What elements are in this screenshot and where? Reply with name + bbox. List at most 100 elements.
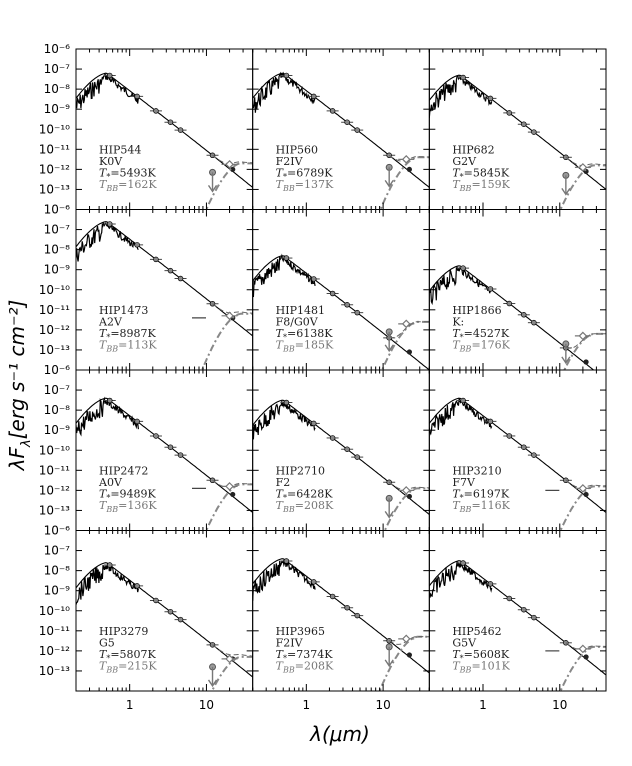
x-tick-label: 1 [479, 698, 487, 712]
stellar-temperature: T*=5807K [99, 648, 157, 663]
panel-curves [76, 221, 253, 370]
excess-point [225, 311, 234, 321]
spectral-type: G5V [452, 637, 477, 650]
y-tick-label: 10⁻⁶ [44, 42, 71, 56]
total-model-line [212, 303, 253, 314]
photometry-point [134, 583, 140, 589]
star-name: HIP5462 [452, 625, 501, 638]
photometry-point [134, 418, 140, 425]
y-tick-label: 10⁻⁶ [44, 363, 71, 377]
photometry-point [283, 72, 290, 79]
x-tick-label: 1 [303, 698, 311, 712]
x-tick-label: 10 [199, 698, 214, 712]
excess-point [578, 644, 588, 654]
y-tick-label: 10⁻⁹ [44, 423, 71, 437]
photometry-point [583, 654, 589, 660]
y-axis-tick-labels: 10⁻⁶ 10⁻⁷ 10⁻⁸ 10⁻⁹ 10⁻¹⁰ 10⁻¹¹ 10⁻¹² 10⁻¹³ 10⁻⁷… [39, 42, 70, 678]
photometry-point [177, 616, 184, 623]
spectral-type: F2 [276, 476, 291, 489]
disk-temperature: TBB=113K [99, 339, 157, 354]
y-tick-label: 10⁻¹¹ [39, 303, 70, 317]
disk-blackbody-line [559, 645, 606, 691]
y-tick-label: 10⁻⁷ [44, 62, 71, 76]
photometry-point [329, 108, 336, 114]
x-tick-label: 1 [126, 698, 134, 712]
disk-temperature: TBB=101K [452, 660, 510, 675]
panel-curves [252, 558, 430, 691]
y-tick-label: 10⁻⁸ [44, 243, 71, 257]
photometry-point [506, 110, 513, 116]
photometry-point [177, 127, 184, 133]
panel-curves [252, 399, 430, 531]
spectral-type: A2V [98, 316, 123, 329]
panel-curves [429, 560, 607, 691]
y-tick-label: 10⁻¹³ [39, 664, 70, 678]
photometry-point [329, 290, 336, 297]
photometry-point [106, 72, 113, 79]
synthetic-spectrum [76, 396, 139, 437]
panel-curves [429, 397, 607, 531]
synthetic-spectrum [252, 253, 316, 298]
upper-limit-arrowhead [384, 179, 394, 188]
stellar-model-line [429, 74, 607, 190]
panel-curves [429, 74, 607, 210]
disk-temperature: TBB=162K [99, 178, 157, 193]
photometry-point [177, 275, 184, 282]
y-tick-label: 10⁻⁸ [44, 564, 71, 578]
photometry-point [521, 444, 527, 450]
photometry-point [311, 420, 317, 427]
synthetic-spectrum [252, 71, 316, 113]
upper-limit-arrowhead [384, 511, 394, 519]
star-name: HIP3279 [99, 625, 148, 638]
photometry-point [167, 119, 174, 125]
spectral-type: K0V [99, 155, 123, 168]
synthetic-spectrum [429, 398, 493, 436]
star-name: HIP2710 [276, 465, 325, 478]
excess-point [401, 154, 411, 164]
stellar-model-line [76, 562, 253, 678]
y-tick-label: 10⁻⁹ [44, 263, 71, 277]
disk-blackbody-line [211, 655, 253, 690]
disk-temperature: TBB=208K [276, 660, 334, 675]
stellar-temperature: T*=8987K [99, 327, 157, 342]
photometry-point [344, 446, 350, 452]
stellar-temperature: T*=6789K [276, 167, 334, 182]
excess-point [578, 484, 588, 493]
disk-temperature: TBB=176K [452, 339, 510, 354]
disk-temperature: TBB=185K [276, 339, 334, 354]
photometry-point [487, 418, 494, 425]
photometry-point [311, 93, 317, 100]
y-tick-label: 10⁻¹⁰ [39, 443, 70, 457]
disk-temperature: TBB=137K [276, 178, 334, 193]
disk-blackbody-line [201, 312, 253, 370]
star-name: HIP1866 [452, 304, 501, 317]
stellar-temperature: T*=6428K [276, 488, 334, 503]
x-tick-label: 10 [552, 698, 567, 712]
total-model-line [212, 479, 253, 488]
photometry-point [406, 349, 412, 355]
total-model-line [565, 156, 606, 166]
y-tick-label: 10⁻¹³ [39, 343, 70, 357]
spectral-type: F7V [452, 476, 476, 489]
y-tick-label: 10⁻¹¹ [39, 624, 70, 638]
y-tick-label: 10⁻¹² [39, 162, 70, 176]
star-name: HIP2472 [99, 465, 148, 478]
disk-blackbody-line [379, 156, 430, 210]
y-tick-label: 10⁻⁷ [44, 383, 71, 397]
photometry-point [329, 593, 336, 600]
photometry-point [460, 397, 466, 404]
photometry-point [460, 265, 466, 271]
photometry-point [354, 454, 360, 460]
photometry-point [134, 242, 140, 248]
spectral-type: F2IV [276, 637, 304, 650]
excess-point [225, 160, 234, 169]
photometry-point [106, 562, 113, 568]
stellar-temperature: T*=6197K [452, 488, 510, 503]
